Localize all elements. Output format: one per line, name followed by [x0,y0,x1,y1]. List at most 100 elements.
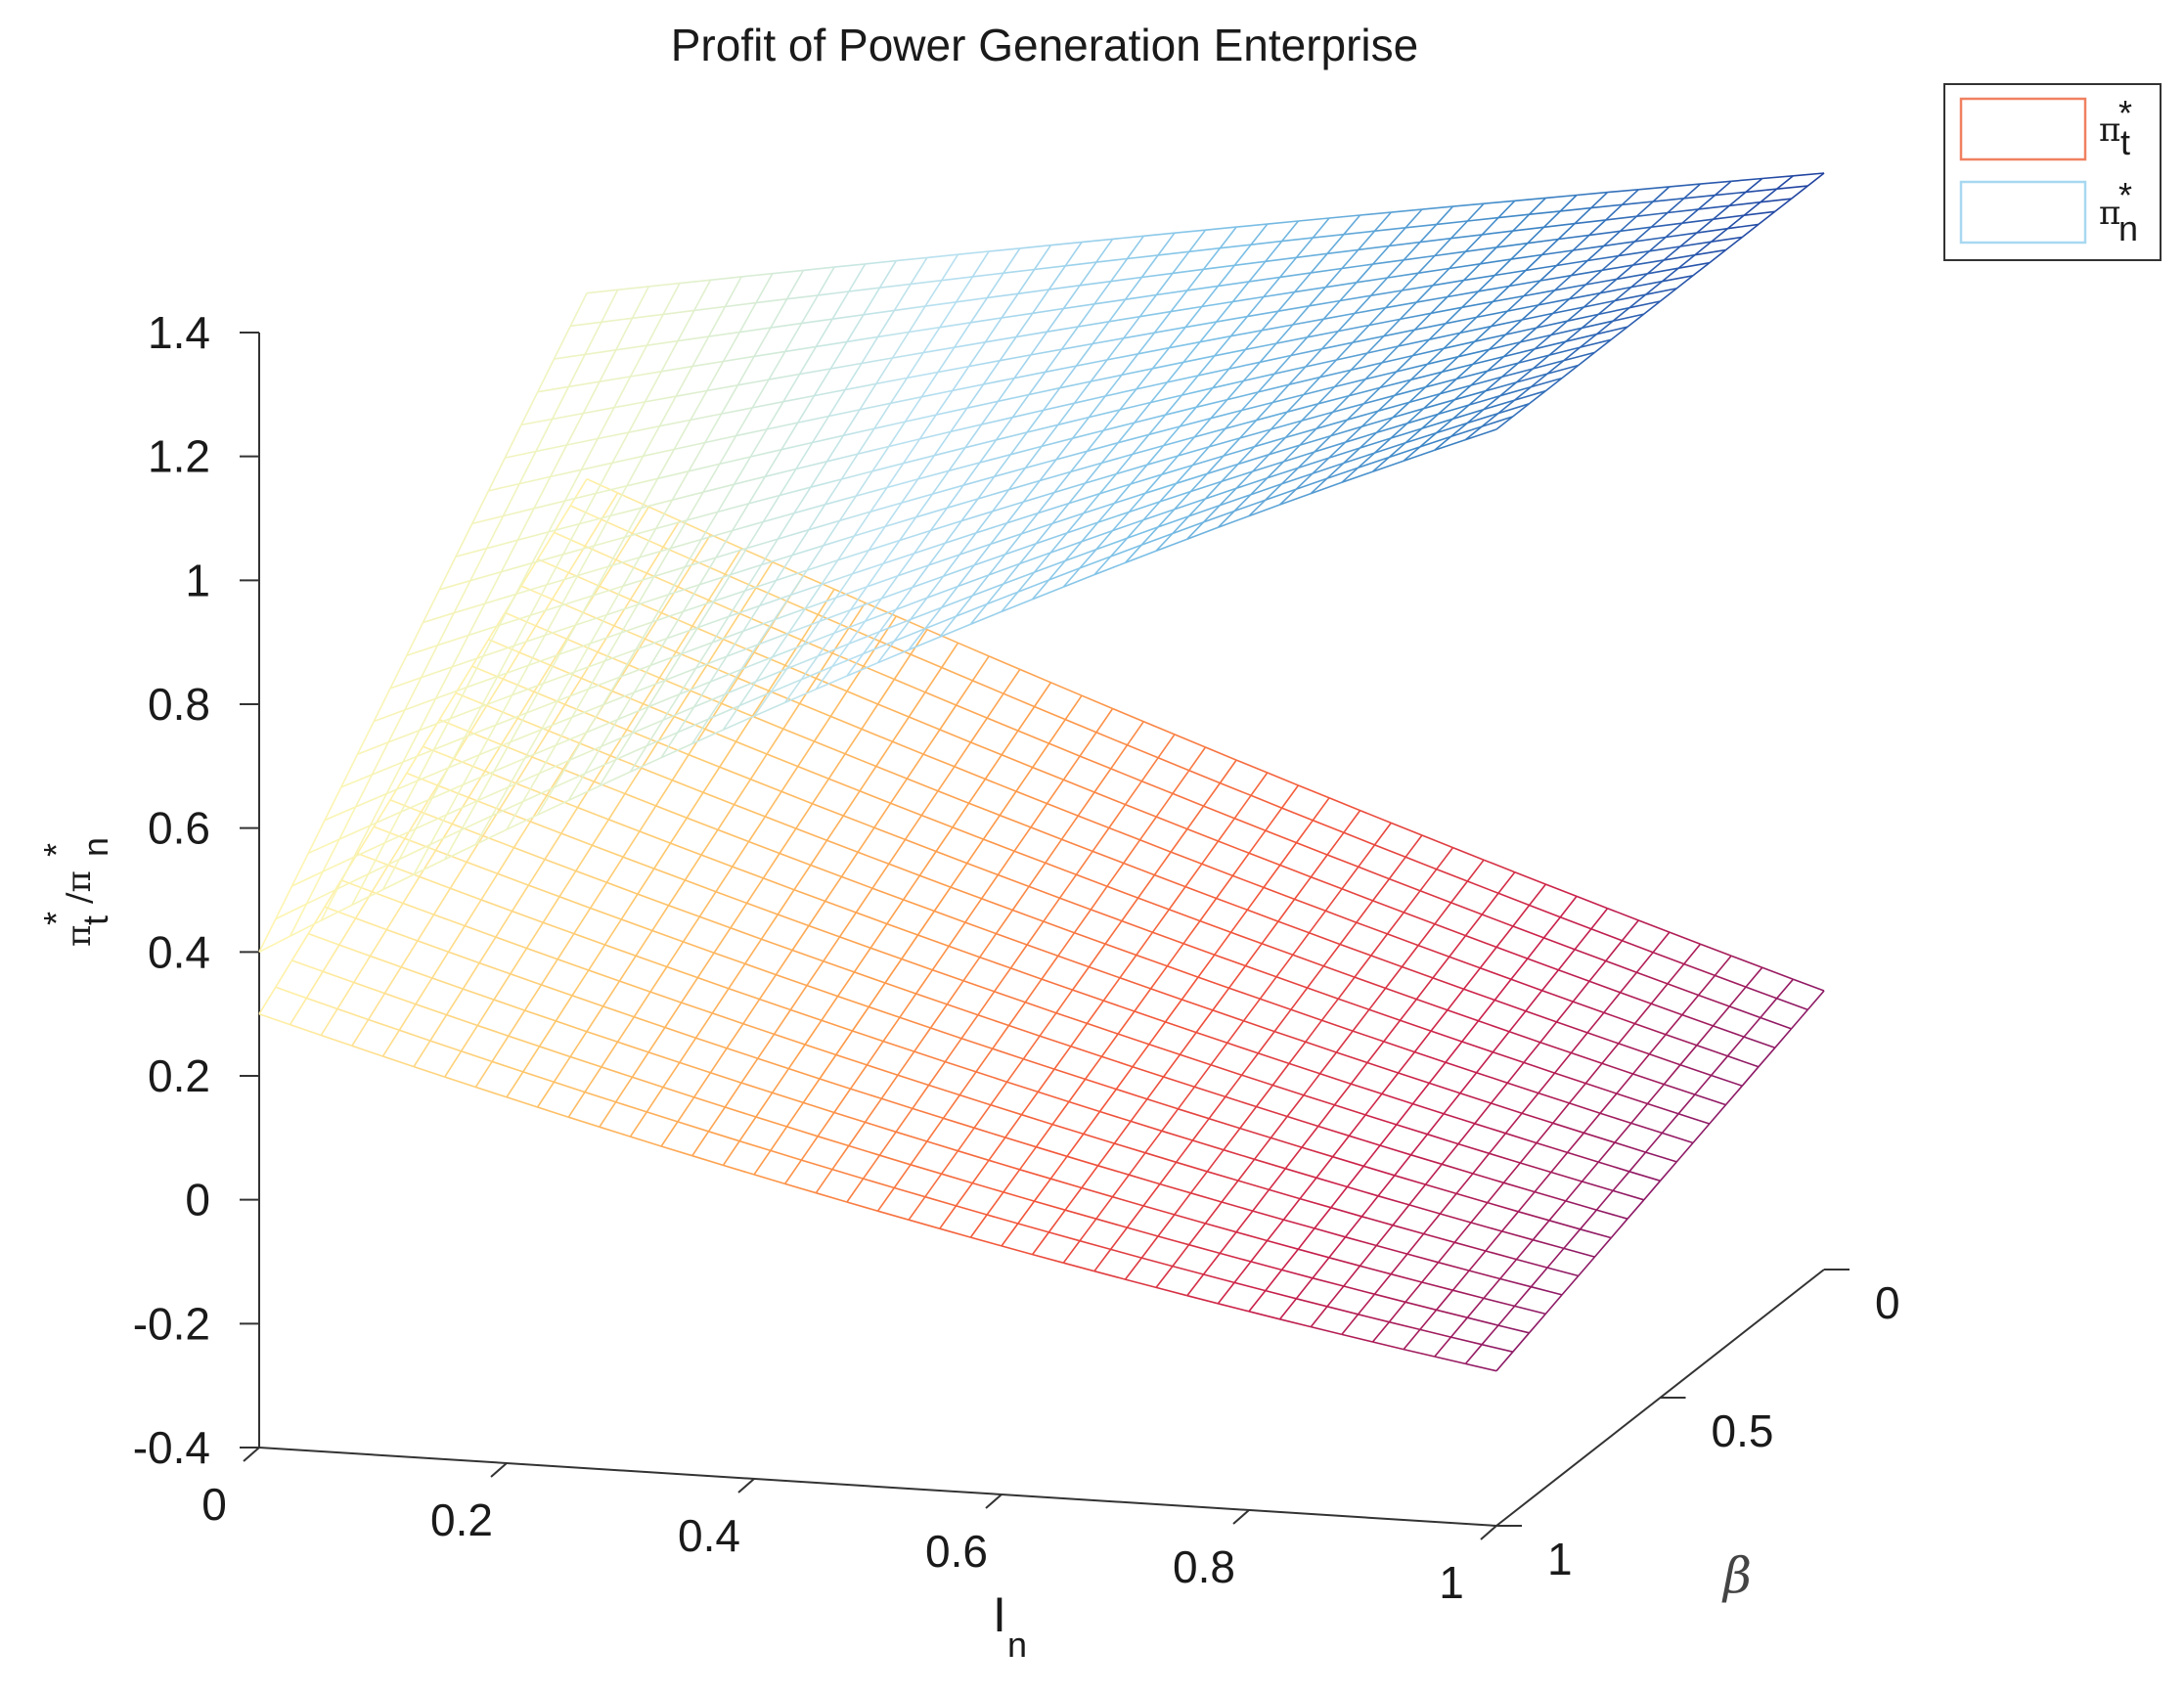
mesh-segment [1645,281,1663,295]
mesh-segment [1419,435,1451,448]
mesh-segment [382,873,415,891]
mesh-segment [548,500,566,533]
mesh-segment [1683,183,1702,200]
mesh-segment [537,1106,569,1118]
mesh-segment [1013,371,1046,379]
mesh-segment [1434,1356,1466,1365]
mesh-segment [753,691,772,717]
mesh-segment [684,539,702,568]
x-tick-mark [1480,1525,1497,1540]
mesh-segment [1269,444,1301,456]
mesh-segment [1191,1118,1210,1141]
mesh-segment [695,655,728,670]
mesh-segment [696,601,715,629]
mesh-segment [466,675,499,689]
mesh-segment [632,313,664,320]
mesh-segment [1214,348,1246,357]
mesh-segment [1601,1043,1620,1064]
mesh-segment [1638,186,1670,191]
mesh-segment [685,557,717,568]
mesh-segment [850,598,882,611]
mesh-segment [1514,197,1546,202]
mesh-segment [1104,920,1123,945]
mesh-segment [795,827,827,841]
mesh-segment [1050,541,1083,554]
mesh-segment [1390,427,1423,439]
mesh-segment [1157,514,1189,528]
mesh-segment [775,555,793,581]
mesh-segment [712,630,744,644]
mesh-segment [351,888,383,907]
mesh-segment [1715,191,1747,197]
mesh-segment [1270,411,1288,430]
mesh-segment [563,678,583,705]
mesh-segment [748,840,780,855]
mesh-segment [1063,1262,1095,1272]
mesh-segment [1665,232,1697,239]
mesh-segment [930,519,962,532]
mesh-segment [500,539,519,573]
mesh-segment [1282,444,1301,463]
mesh-segment [799,702,831,718]
mesh-segment [1058,873,1078,899]
mesh-segment [451,635,469,668]
mesh-segment [631,1051,649,1078]
mesh-segment [1306,965,1325,989]
mesh-segment [702,483,735,493]
mesh-segment [609,729,628,757]
mesh-segment [469,731,502,746]
mesh-segment [340,753,359,788]
mesh-segment [1352,1008,1370,1032]
mesh-segment [523,984,543,1011]
mesh-segment [993,967,1012,993]
mesh-segment [1047,559,1066,581]
mesh-segment [1134,1010,1166,1023]
mesh-segment [791,545,825,557]
mesh-segment [1049,532,1068,554]
mesh-segment [924,1173,943,1198]
mesh-segment [1430,1009,1449,1032]
mesh-segment [879,640,912,655]
mesh-segment [322,856,355,872]
mesh-segment [819,1078,851,1090]
mesh-segment [768,373,800,380]
mesh-segment [1017,1223,1049,1233]
mesh-segment [837,995,869,1008]
mesh-segment [1110,544,1142,557]
mesh-segment [1243,373,1275,382]
mesh-segment [451,796,469,825]
mesh-segment [808,519,840,531]
mesh-segment [871,887,904,901]
mesh-segment [823,535,855,547]
mesh-segment [707,573,727,602]
mesh-segment [624,767,643,794]
mesh-segment [1221,1180,1239,1203]
mesh-segment [404,811,423,839]
mesh-segment [990,1081,1008,1106]
mesh-segment [1039,459,1057,481]
mesh-segment [506,1096,538,1108]
mesh-segment [889,377,909,404]
mesh-segment [1463,274,1495,282]
mesh-segment [1504,319,1523,335]
mesh-segment [1616,273,1648,281]
mesh-segment [447,736,467,769]
mesh-segment [647,1051,681,1064]
mesh-segment [960,498,979,522]
mesh-segment [826,453,859,463]
mesh-segment [505,450,537,459]
mesh-segment [431,951,450,979]
mesh-segment [789,985,808,1010]
mesh-segment [955,595,973,617]
mesh-segment [1053,470,1072,493]
mesh-segment [465,924,497,938]
mesh-segment [1265,241,1283,262]
mesh-segment [1207,463,1239,475]
mesh-segment [1134,988,1152,1012]
mesh-segment [801,639,833,654]
mesh-segment [1633,1003,1652,1025]
mesh-segment [1358,866,1390,880]
mesh-segment [1006,1081,1039,1093]
mesh-segment [1219,487,1237,507]
mesh-segment [535,599,554,627]
